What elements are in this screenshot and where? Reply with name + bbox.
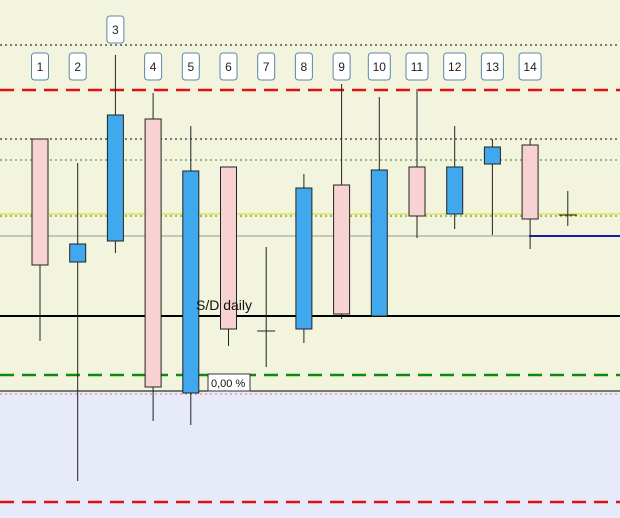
candle-label-box: [257, 52, 276, 81]
candle-12: [446, 126, 464, 229]
candle-label-box: [31, 52, 49, 81]
candle-label-5: 5: [181, 52, 200, 81]
candle-label-9: 9: [332, 52, 351, 81]
candle-label-text: 11: [411, 60, 424, 74]
candle-4: [144, 93, 162, 421]
candle-last: [558, 191, 577, 226]
candle-label-4: 4: [144, 52, 163, 81]
candle-label-13: 13: [480, 52, 504, 81]
candle-label-8: 8: [294, 52, 313, 81]
candle-body: [370, 169, 388, 317]
candle-body: [182, 170, 200, 394]
candle-label-text: 9: [338, 60, 345, 74]
candle-label-box: [294, 52, 313, 81]
level-lines: [0, 44, 620, 504]
candle-label-box: [443, 52, 467, 81]
candle-10: [370, 97, 388, 317]
candle-label-3: 3: [106, 15, 125, 44]
candle-5: [182, 126, 200, 425]
candle-body: [295, 187, 313, 330]
candle-label-text: 12: [448, 60, 462, 74]
candle-14: [521, 139, 539, 249]
candle-label-7: 7: [257, 52, 276, 81]
candle-label-box: [68, 52, 87, 81]
percent-badge-box: [207, 373, 251, 392]
candle-label-text: 5: [187, 60, 194, 74]
candle-label-text: 6: [225, 60, 232, 74]
candle-label-box: [106, 15, 125, 44]
candle-label-11: 11: [405, 52, 429, 81]
candle-6: [220, 166, 237, 346]
candle-label-text: 3: [112, 23, 119, 37]
demand-zone: [0, 391, 620, 518]
candle-label-text: 1: [37, 60, 44, 74]
candle-label-text: 10: [373, 60, 387, 74]
candle-body: [69, 243, 87, 263]
candle-label-text: 8: [301, 60, 308, 74]
candle-11: [408, 89, 426, 238]
candle-labels: 1 234 5 6 7 8 9 10 11 12 13 14: [31, 15, 542, 81]
candle-7: [257, 247, 276, 367]
candle-label-12: 12: [443, 52, 467, 81]
candle-label-text: 7: [263, 60, 270, 74]
candle-label-1: 1: [31, 52, 49, 81]
candle-label-text: 4: [150, 60, 157, 74]
candle-3: [106, 55, 124, 253]
candle-label-box: [181, 52, 200, 81]
candle-1: [31, 138, 49, 341]
candle-label-text: 2: [74, 60, 81, 74]
candle-body: [220, 166, 237, 330]
candles: [31, 55, 577, 481]
sd-daily-label: S/D daily: [196, 297, 252, 313]
candle-body: [333, 184, 351, 315]
candle-13: [483, 139, 501, 235]
candle-label-box: [219, 52, 238, 81]
candle-label-6: 6: [219, 52, 238, 81]
candle-body: [446, 166, 464, 215]
candle-label-box: [480, 52, 504, 81]
zone-fill: [0, 391, 620, 518]
candle-body: [31, 138, 49, 266]
candle-body: [106, 114, 124, 242]
candle-label-box: [518, 52, 542, 81]
percent-badge: 0,00 %: [207, 373, 251, 392]
candle-body: [144, 118, 162, 388]
candle-label-text: 14: [523, 60, 537, 74]
candle-label-box: [332, 52, 351, 81]
candle-8: [295, 174, 313, 343]
candle-label-box: [367, 52, 391, 81]
candle-body: [521, 144, 539, 220]
candle-body: [483, 146, 501, 165]
candle-label-14: 14: [518, 52, 542, 81]
candle-label-text: 13: [486, 60, 500, 74]
percent-label: 0,00 %: [211, 378, 245, 390]
candle-2: [69, 163, 87, 481]
candle-label-2: 2: [68, 52, 87, 81]
candle-label-box: [405, 52, 429, 81]
candle-label-10: 10: [367, 52, 391, 81]
candle-9: [333, 84, 351, 319]
candle-label-box: [144, 52, 163, 81]
candle-body: [408, 166, 426, 217]
